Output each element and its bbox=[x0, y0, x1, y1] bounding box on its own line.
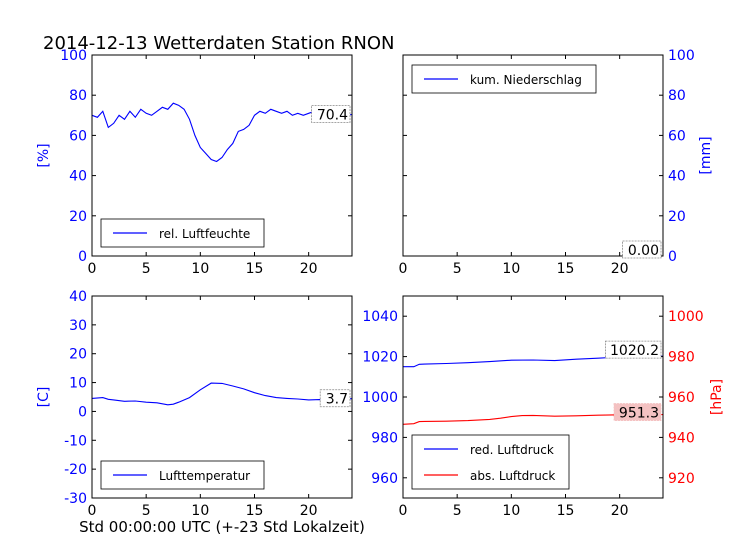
pressure-legend-label: red. Luftdruck bbox=[470, 443, 554, 457]
precip-ytick-label: 20 bbox=[668, 209, 686, 225]
temperature-annotation-box bbox=[319, 389, 351, 408]
precip-xtick-label: 0 bbox=[399, 261, 408, 277]
temperature-ytick-label: 30 bbox=[69, 318, 87, 334]
humidity-xtick-label: 0 bbox=[88, 261, 97, 277]
pressure-xtick-label: 20 bbox=[611, 503, 629, 519]
pressure-ytick-label: 960 bbox=[371, 471, 398, 487]
pressure-y2tick-label: 1000 bbox=[668, 309, 704, 325]
precip-ytick-label: 0 bbox=[668, 249, 677, 265]
temperature-axes-frame bbox=[91, 295, 353, 499]
humidity-legend-label: rel. Luftfeuchte bbox=[159, 227, 250, 241]
temperature-panel: 0 5 10 15 20 -30 -20 -10 0 10 20 30 40 [C] Lufttempera… bbox=[36, 289, 353, 519]
pressure-series-line-1 bbox=[402, 414, 664, 425]
pressure-panel: 0 5 10 15 20 960 980 1000 1020 1040 920 940 960 980 10… bbox=[362, 295, 725, 519]
humidity-series-line-0 bbox=[91, 102, 353, 163]
precip-ytick-label: 80 bbox=[668, 88, 686, 104]
pressure-xtick-label: 10 bbox=[502, 503, 520, 519]
pressure-y2label: [hPa] bbox=[709, 379, 725, 415]
humidity-panel: 0 5 10 15 20 0 20 40 60 80 100 [%] rel. Luftfeuchte 7… bbox=[36, 48, 353, 277]
pressure-y2tick-label: 940 bbox=[668, 430, 695, 446]
precip-xtick-label: 20 bbox=[611, 261, 629, 277]
pressure-ytick-label: 1020 bbox=[362, 350, 398, 366]
temperature-xtick-label: 15 bbox=[246, 503, 264, 519]
precipitation-panel: 0 5 10 15 20 0 20 40 60 80 100 [mm] kum. Niederschla… bbox=[399, 48, 714, 277]
temperature-ytick-label: 40 bbox=[69, 289, 87, 305]
humidity-ytick-label: 60 bbox=[69, 128, 87, 144]
temperature-ytick-label: -30 bbox=[64, 491, 87, 507]
humidity-annotation-box bbox=[311, 105, 351, 123]
humidity-xtick-label: 5 bbox=[142, 261, 151, 277]
precip-annotation-value: 0.00 bbox=[628, 243, 659, 259]
pressure-annotation-value: 951.3 bbox=[619, 406, 659, 422]
precip-xtick-label: 10 bbox=[502, 261, 520, 277]
temperature-series-line-0 bbox=[91, 382, 353, 406]
pressure-xtick-label: 15 bbox=[557, 503, 575, 519]
precip-axes-frame bbox=[402, 54, 664, 257]
figure-title: 2014-12-13 Wetterdaten Station RNON bbox=[43, 33, 394, 54]
pressure-legend-box bbox=[411, 434, 570, 490]
pressure-xtick-label: 5 bbox=[453, 503, 462, 519]
pressure-ytick-label: 1000 bbox=[362, 390, 398, 406]
temperature-legend-label: Lufttemperatur bbox=[159, 469, 250, 483]
humidity-ytick-label: 100 bbox=[60, 48, 87, 64]
humidity-xtick-label: 20 bbox=[300, 261, 318, 277]
temperature-xtick-label: 10 bbox=[191, 503, 209, 519]
humidity-axes-frame bbox=[91, 54, 353, 257]
precip-ylabel: [mm] bbox=[698, 136, 714, 174]
temperature-xtick-label: 5 bbox=[142, 503, 151, 519]
temperature-xtick-label: 0 bbox=[88, 503, 97, 519]
precip-xtick-label: 15 bbox=[557, 261, 575, 277]
temperature-ytick-label: 20 bbox=[69, 347, 87, 363]
pressure-ytick-label: 980 bbox=[371, 430, 398, 446]
pressure-y2tick-label: 960 bbox=[668, 390, 695, 406]
pressure-ytick-label: 1040 bbox=[362, 309, 398, 325]
humidity-annotation-value: 70.4 bbox=[317, 107, 348, 123]
precip-annotation-box bbox=[622, 240, 662, 259]
precip-ytick-label: 40 bbox=[668, 169, 686, 185]
humidity-ytick-label: 20 bbox=[69, 209, 87, 225]
temperature-ylabel: [C] bbox=[36, 387, 52, 408]
pressure-annotation-box bbox=[605, 340, 662, 359]
humidity-ytick-label: 0 bbox=[78, 249, 87, 265]
pressure-xtick-label: 0 bbox=[399, 503, 408, 519]
pressure-annotation-value: 1020.2 bbox=[610, 343, 659, 359]
precip-ytick-label: 60 bbox=[668, 128, 686, 144]
humidity-ytick-label: 80 bbox=[69, 88, 87, 104]
temperature-annotation-value: 3.7 bbox=[326, 392, 348, 408]
x-axis-label: Std 00:00:00 UTC (+-23 Std Lokalzeit) bbox=[79, 518, 365, 536]
precip-legend-label: kum. Niederschlag bbox=[470, 73, 582, 87]
humidity-xtick-label: 15 bbox=[246, 261, 264, 277]
pressure-y2tick-label: 980 bbox=[668, 350, 695, 366]
temperature-ytick-label: -10 bbox=[64, 433, 87, 449]
pressure-annotation-box bbox=[613, 403, 662, 421]
temperature-ytick-label: 10 bbox=[69, 376, 87, 392]
humidity-xtick-label: 10 bbox=[191, 261, 209, 277]
pressure-legend-label: abs. Luftdruck bbox=[470, 469, 555, 483]
temperature-ytick-label: 0 bbox=[78, 404, 87, 420]
humidity-ytick-label: 40 bbox=[69, 169, 87, 185]
precip-xtick-label: 5 bbox=[453, 261, 462, 277]
temperature-ytick-label: -20 bbox=[64, 462, 87, 478]
precip-ytick-label: 100 bbox=[668, 48, 695, 64]
pressure-y2tick-label: 920 bbox=[668, 471, 695, 487]
humidity-ylabel: [%] bbox=[36, 143, 52, 167]
temperature-xtick-label: 20 bbox=[300, 503, 318, 519]
